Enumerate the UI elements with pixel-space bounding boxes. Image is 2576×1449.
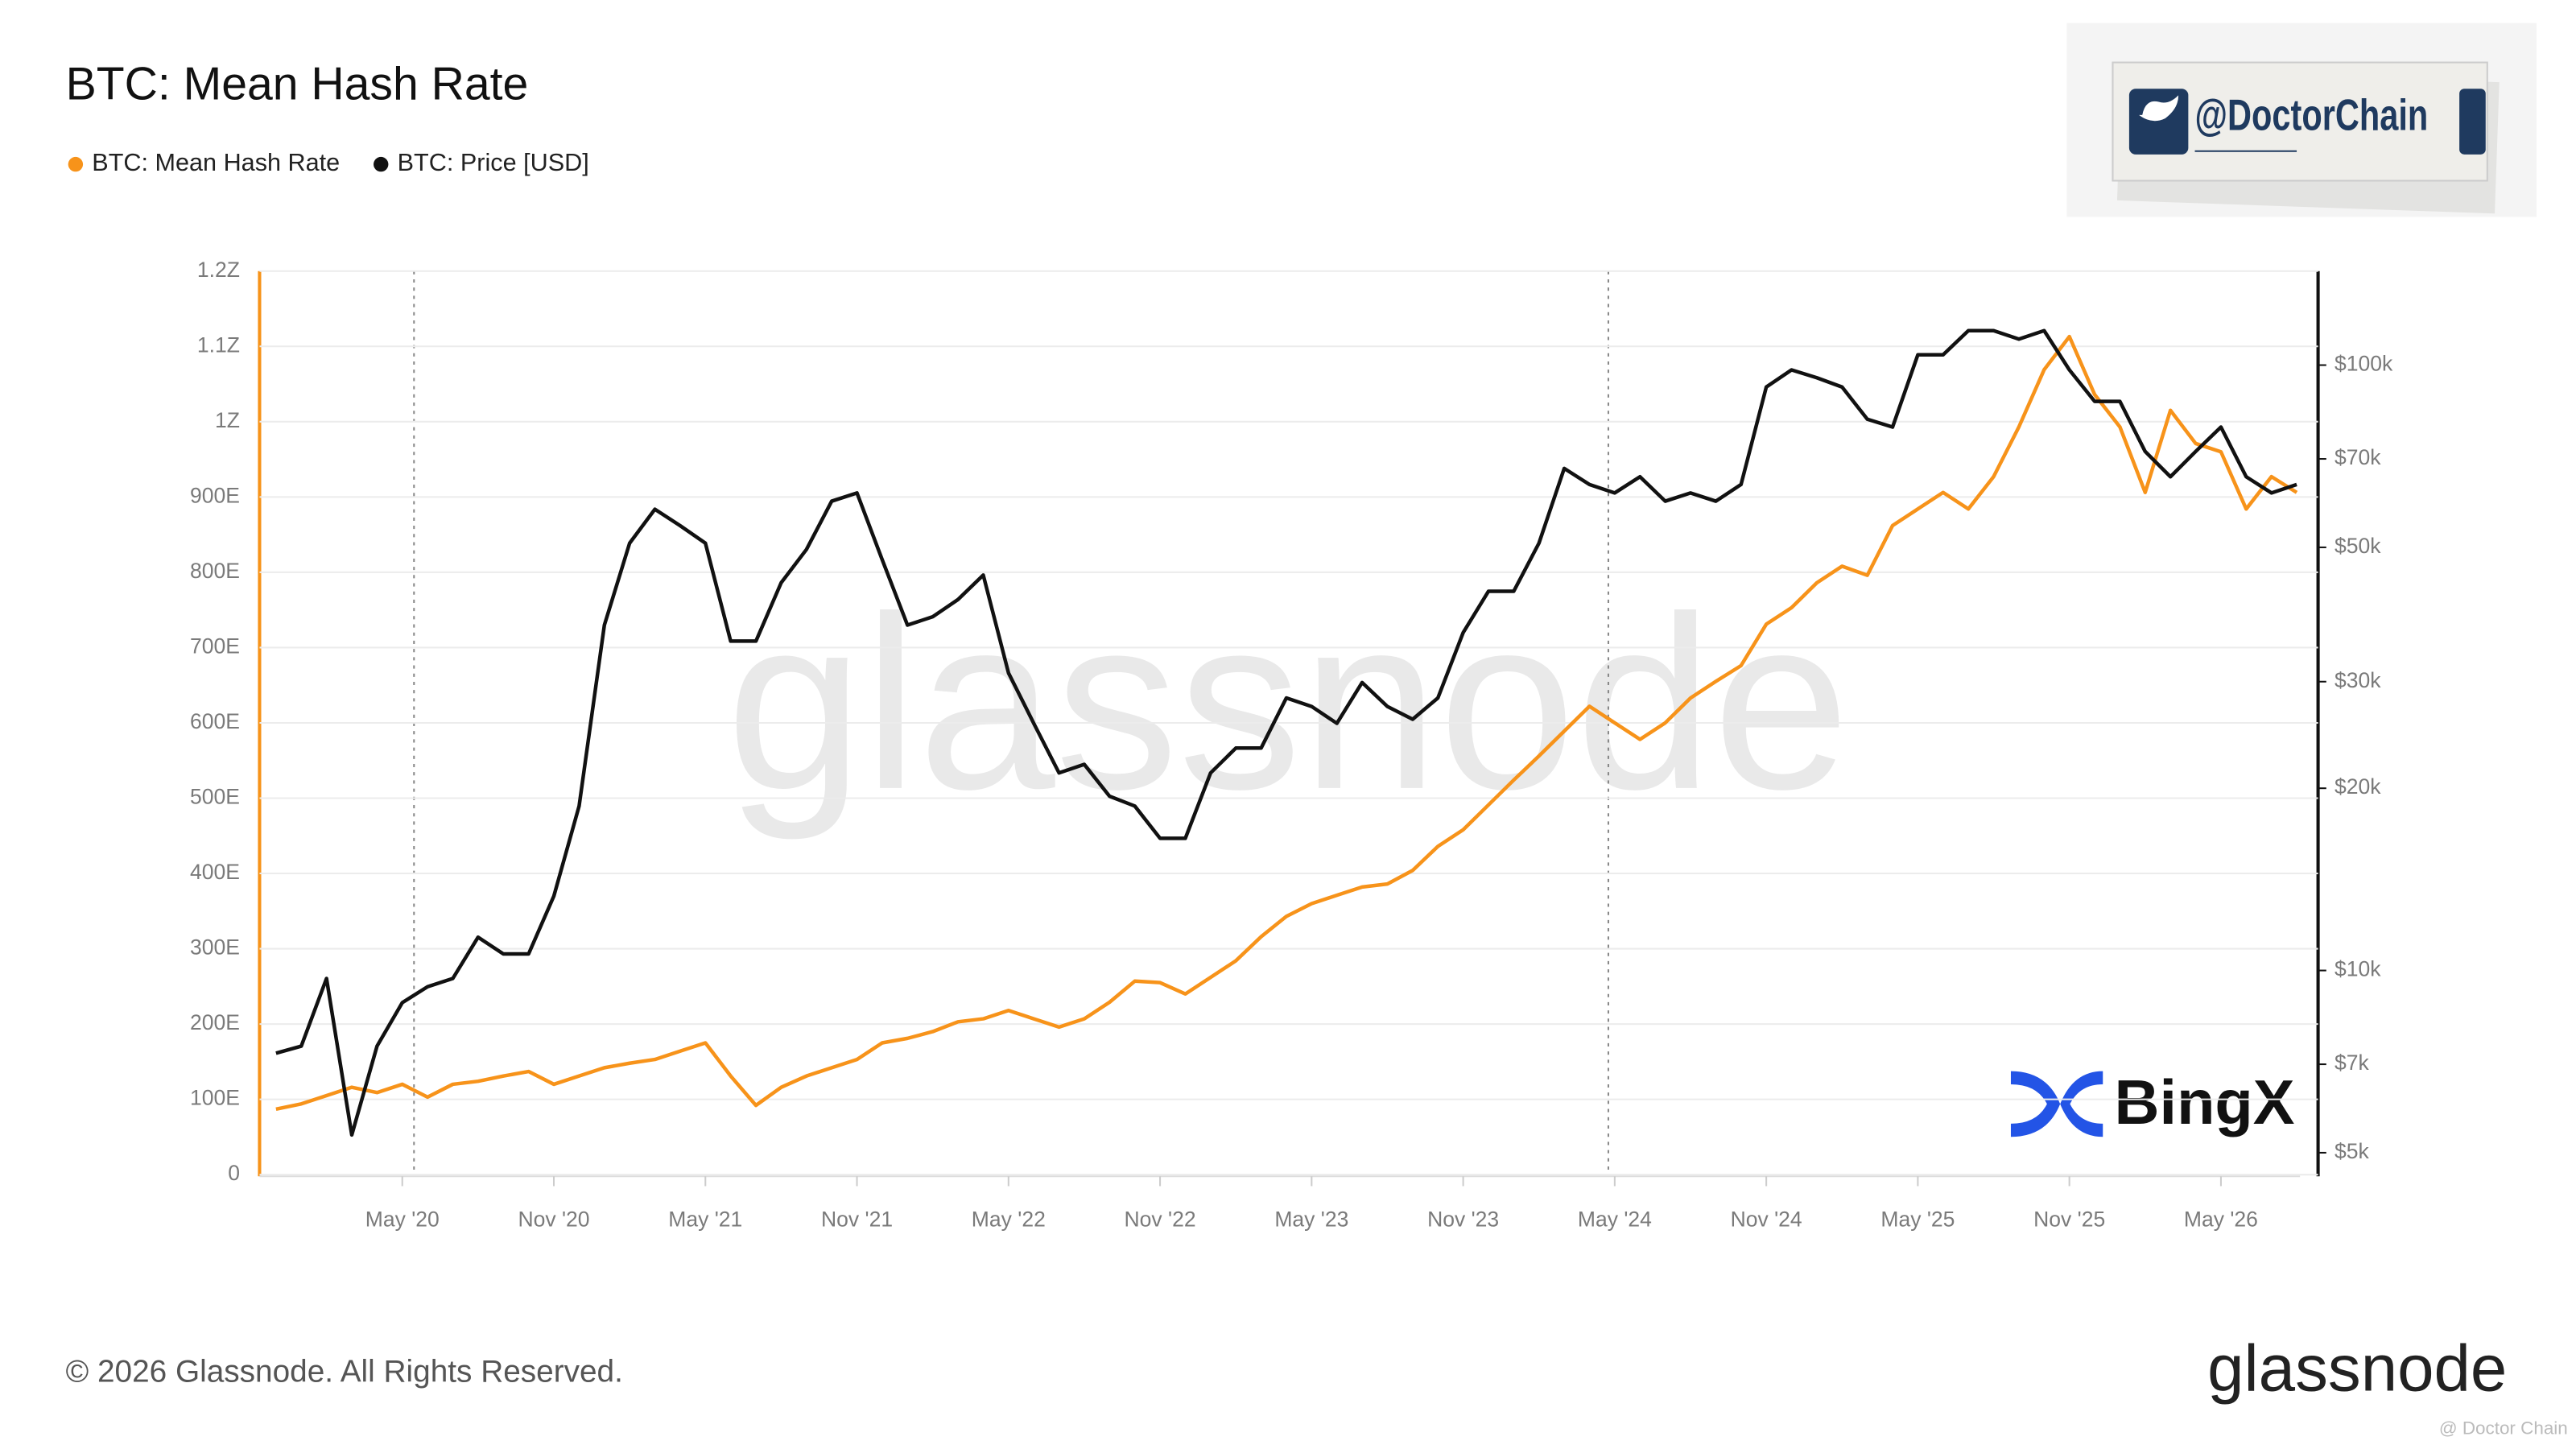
credit: @ Doctor Chain [2439,1418,2568,1438]
x-tick-label: May '25 [1880,1207,1955,1231]
y2-tick-label: $7k [2334,1051,2369,1075]
watermark: glassnode [726,565,1850,842]
twitter-icon [2128,89,2189,155]
y2-tick-label: $30k [2334,668,2381,692]
x-tick-label: May '23 [1274,1207,1348,1231]
legend-dot [68,156,84,172]
x-tick-label: Nov '25 [2033,1207,2105,1231]
x-tick-label: Nov '23 [1427,1207,1499,1231]
x-tick-label: May '20 [365,1207,440,1231]
y-tick-label: 200E [190,1010,240,1034]
y-tick-label: 800E [190,559,240,583]
sponsor-logo: BingX [2010,1068,2295,1137]
y-tick-label: 1Z [215,408,240,432]
y2-tick-label: $100k [2334,352,2393,376]
copyright: © 2026 Glassnode. All Rights Reserved. [66,1354,623,1389]
y2-tick-label: $5k [2334,1139,2369,1163]
x-tick-label: Nov '22 [1125,1207,1196,1231]
y-tick-label: 500E [190,785,240,809]
x-tick-label: Nov '20 [518,1207,589,1231]
legend-label: BTC: Price [USD] [398,149,589,176]
y-tick-label: 400E [190,860,240,884]
sponsor-text: BingX [2115,1068,2295,1137]
brand-logo: glassnode [2207,1332,2507,1406]
x-tick-label: May '21 [668,1207,742,1231]
series-line [275,328,2297,1137]
y2-tick-label: $70k [2334,445,2381,469]
x-tick-label: Nov '24 [1731,1207,1802,1231]
x-tick-label: May '22 [972,1207,1046,1231]
y-tick-label: 300E [190,935,240,960]
badge-icon [2459,89,2486,155]
legend-dot [374,156,389,172]
y2-tick-label: $10k [2334,957,2381,981]
y-tick-label: 600E [190,709,240,733]
bird [2139,95,2179,122]
y-tick-label: 100E [190,1086,240,1110]
y2-tick-label: $20k [2334,774,2381,799]
y-tick-label: 1.1Z [197,332,240,357]
y2-tick-label: $50k [2334,534,2381,558]
background: glassnode [726,565,1850,842]
badge: @DoctorChain [2066,23,2537,217]
bingx-mark [2010,1071,2103,1137]
x-tick-label: May '26 [2184,1207,2258,1231]
chart-title: BTC: Mean Hash Rate [66,58,529,109]
y-tick-label: 700E [190,634,240,658]
series-line [275,334,2298,1112]
y-tick-label: 0 [228,1161,240,1185]
y-tick-label: 1.2Z [197,258,240,282]
legend-label: BTC: Mean Hash Rate [92,149,340,176]
x-tick-label: Nov '21 [821,1207,893,1231]
x-tick-label: May '24 [1578,1207,1652,1231]
y-tick-label: 900E [190,483,240,507]
badge-text: @DoctorChain [2195,90,2429,140]
